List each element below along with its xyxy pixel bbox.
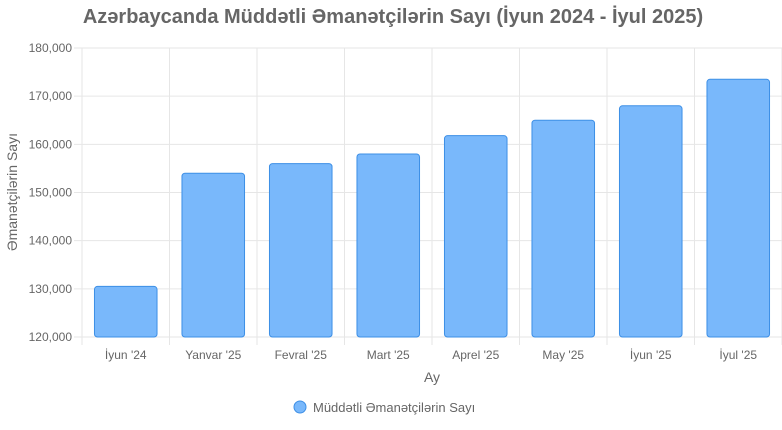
y-axis-ticks: 120,000 130,000 140,000 150,000 160,000 170,0… <box>29 41 73 344</box>
bar[interactable] <box>181 172 246 338</box>
legend[interactable]: Müddətli Əmanətçilərin Sayı <box>293 400 475 415</box>
bar[interactable] <box>93 285 158 338</box>
legend-label: Müddətli Əmanətçilərin Sayı <box>313 400 475 415</box>
x-tick-label: Fevral '25 <box>275 348 328 362</box>
y-tick-label: 120,000 <box>29 330 73 344</box>
bar[interactable] <box>268 163 333 338</box>
y-tick-label: 180,000 <box>29 41 73 55</box>
x-tick-label: Mart '25 <box>367 348 410 362</box>
bar[interactable] <box>531 119 596 338</box>
y-tick-label: 160,000 <box>29 137 73 151</box>
x-tick-label: Yanvar '25 <box>185 348 241 362</box>
legend-swatch-icon <box>293 400 307 414</box>
chart-title: Azərbaycanda Müddətli Əmanətçilərin Sayı… <box>83 5 703 28</box>
x-tick-label: İyul '25 <box>719 348 757 362</box>
bar[interactable] <box>706 78 771 338</box>
x-tick-label: Aprel '25 <box>452 348 499 362</box>
y-tick-label: 170,000 <box>29 89 73 103</box>
y-tick-label: 150,000 <box>29 186 73 200</box>
y-tick-label: 140,000 <box>29 234 73 248</box>
x-tick-label: İyun '24 <box>105 348 147 362</box>
y-axis-title: Əmanətçilərin Sayı <box>4 133 20 251</box>
x-axis-ticks: İyun '24 Yanvar '25 Fevral '25 Mart '25 Apre… <box>105 348 757 362</box>
x-axis-title: Ay <box>424 369 440 385</box>
bars <box>93 78 771 338</box>
y-tick-label: 130,000 <box>29 282 73 296</box>
bar[interactable] <box>618 105 683 338</box>
bar[interactable] <box>356 153 421 338</box>
x-tick-label: İyun '25 <box>630 348 672 362</box>
bar[interactable] <box>443 135 508 338</box>
x-tick-label: May '25 <box>542 348 584 362</box>
